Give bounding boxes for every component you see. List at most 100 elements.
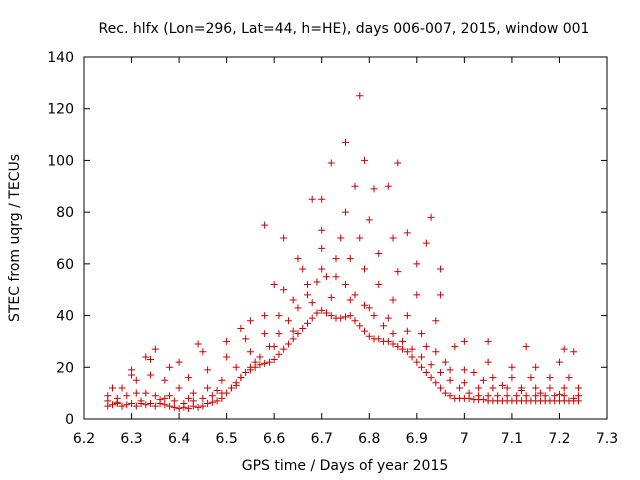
- x-tick-label: 6.3: [120, 431, 142, 447]
- data-point: [151, 345, 159, 353]
- data-point: [204, 399, 212, 407]
- data-point: [318, 195, 326, 203]
- data-point: [185, 405, 193, 413]
- data-point: [132, 389, 140, 397]
- data-point: [389, 330, 397, 338]
- data-point: [199, 402, 207, 410]
- data-point: [342, 208, 349, 216]
- data-point: [289, 327, 297, 335]
- data-point: [318, 265, 326, 273]
- data-point: [218, 376, 226, 384]
- data-point: [175, 405, 183, 413]
- data-point: [375, 335, 383, 343]
- data-point: [346, 296, 354, 304]
- data-point: [308, 314, 316, 322]
- data-point: [574, 384, 582, 392]
- data-point: [284, 340, 292, 348]
- data-point: [565, 374, 573, 382]
- chart-title: Rec. hlfx (Lon=296, Lat=44, h=HE), days …: [99, 21, 590, 37]
- data-point: [327, 293, 335, 301]
- data-point: [570, 348, 578, 356]
- data-point: [337, 234, 345, 242]
- data-point: [175, 384, 183, 392]
- data-point: [280, 234, 288, 242]
- data-point: [503, 392, 511, 400]
- data-point: [356, 322, 364, 330]
- data-point: [142, 389, 150, 397]
- data-point: [251, 358, 259, 366]
- data-point: [517, 387, 525, 395]
- data-point: [465, 389, 473, 397]
- data-point: [204, 366, 212, 374]
- data-point: [342, 313, 349, 321]
- data-point: [418, 353, 426, 361]
- data-point: [475, 384, 483, 392]
- data-point: [327, 159, 335, 167]
- data-point: [189, 389, 197, 397]
- data-point: [142, 353, 150, 361]
- data-point: [246, 317, 254, 325]
- data-point: [413, 358, 421, 366]
- data-point: [370, 185, 378, 193]
- data-point: [180, 399, 188, 407]
- data-point: [232, 363, 240, 371]
- data-point: [270, 356, 278, 364]
- data-point: [246, 348, 254, 356]
- data-point: [109, 401, 117, 409]
- x-tick-label: 7.1: [501, 431, 523, 447]
- data-point: [270, 343, 278, 351]
- data-point: [522, 392, 530, 400]
- data-point: [189, 397, 197, 405]
- data-point: [199, 348, 207, 356]
- data-point: [194, 340, 202, 348]
- data-point: [460, 366, 468, 374]
- data-point: [318, 306, 326, 314]
- data-point: [313, 309, 321, 317]
- data-point: [261, 221, 269, 229]
- data-point: [351, 182, 359, 190]
- data-point: [380, 322, 388, 330]
- data-point: [489, 384, 497, 392]
- data-point: [460, 379, 468, 387]
- data-point: [479, 396, 487, 404]
- data-point: [541, 392, 549, 400]
- data-point: [408, 353, 416, 361]
- data-point: [446, 366, 454, 374]
- data-point: [318, 226, 326, 234]
- data-point: [156, 396, 164, 404]
- data-point: [441, 389, 449, 397]
- data-point: [151, 402, 159, 410]
- data-point: [242, 335, 250, 343]
- data-point: [470, 368, 478, 376]
- y-tick-label: 80: [56, 205, 74, 221]
- data-point: [113, 398, 121, 406]
- data-point: [299, 265, 307, 273]
- x-tick-label: 6.9: [406, 431, 428, 447]
- data-point: [384, 182, 392, 190]
- data-point: [408, 345, 416, 353]
- data-point: [342, 138, 349, 146]
- data-point: [446, 376, 454, 384]
- data-point: [437, 265, 445, 273]
- data-point: [128, 366, 136, 374]
- y-tick-label: 120: [47, 102, 74, 118]
- data-point: [546, 374, 554, 382]
- x-tick-label: 6.5: [216, 431, 238, 447]
- data-point: [356, 92, 364, 100]
- data-point: [280, 345, 288, 353]
- data-point: [118, 384, 126, 392]
- data-point: [166, 402, 174, 410]
- data-point: [413, 291, 421, 299]
- data-point: [422, 343, 430, 351]
- data-point: [322, 309, 330, 317]
- data-point: [147, 399, 155, 407]
- data-point: [479, 376, 487, 384]
- data-point: [574, 392, 582, 400]
- data-point: [432, 317, 440, 325]
- data-point: [275, 312, 283, 320]
- data-point: [356, 234, 364, 242]
- y-tick-label: 140: [47, 50, 74, 66]
- data-point: [361, 265, 369, 273]
- data-point: [508, 374, 516, 382]
